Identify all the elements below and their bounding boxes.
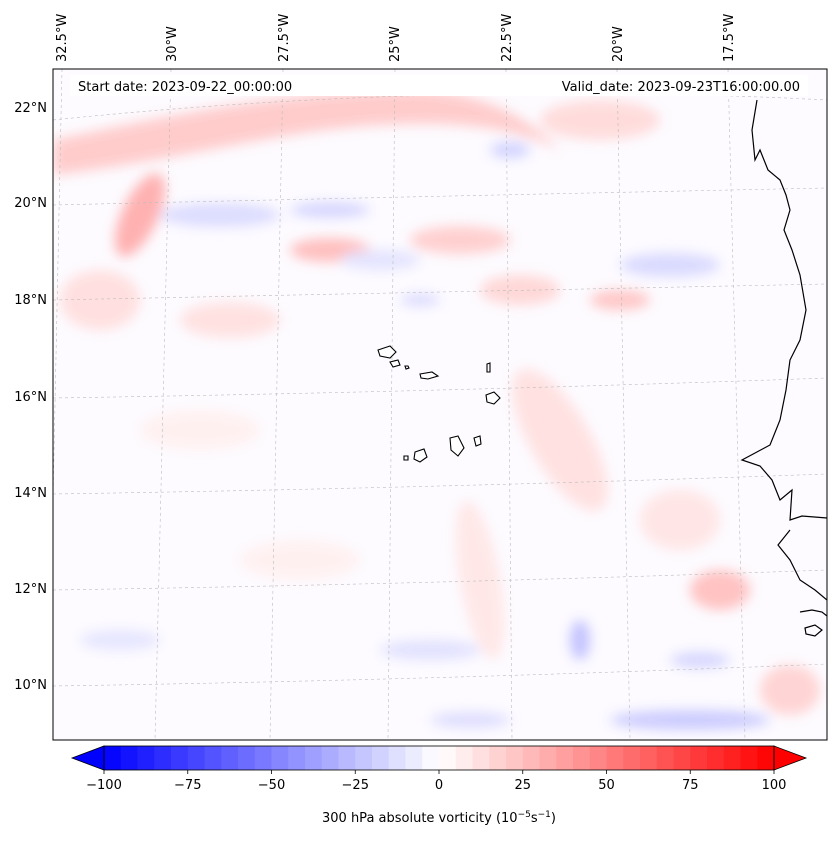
- plot-area: [53, 69, 827, 740]
- colorbar-tick-label: 0: [435, 778, 443, 793]
- lon-label: 25°W: [388, 26, 403, 62]
- colorbar-cell: [489, 746, 507, 770]
- colorbar-extend-low: [70, 745, 105, 771]
- colorbar-tick-label: 75: [682, 778, 699, 793]
- colorbar-tick-label: −75: [174, 778, 201, 793]
- colorbar-tick-label: 25: [514, 778, 531, 793]
- colorbar-tick-label: −50: [258, 778, 285, 793]
- colorbar-cell: [154, 746, 172, 770]
- lat-label: 20°N: [14, 196, 47, 211]
- colorbar-cell: [522, 746, 540, 770]
- lat-label: 22°N: [14, 101, 47, 116]
- colorbar-cell: [573, 746, 591, 770]
- lon-label: 17.5°W: [722, 14, 737, 62]
- colorbar-cell: [656, 746, 674, 770]
- colorbar: −100 −75 −50 −25 0 25 50 75 100 300 hPa absolute…: [70, 745, 808, 826]
- colorbar-cell: [405, 746, 423, 770]
- colorbar-cell: [556, 746, 574, 770]
- start-date-label: Start date: 2023-09-22_00:00:00: [78, 80, 292, 95]
- colorbar-cells: [104, 746, 775, 770]
- colorbar-cell: [271, 746, 289, 770]
- latitude-labels: 22°N 20°N 18°N 16°N 14°N 12°N 10°N: [14, 101, 47, 693]
- colorbar-cell: [221, 746, 239, 770]
- colorbar-cell: [640, 746, 658, 770]
- colorbar-cell: [740, 746, 758, 770]
- vorticity-field: [53, 89, 820, 730]
- lat-label: 18°N: [14, 293, 47, 308]
- colorbar-cell: [372, 746, 390, 770]
- colorbar-cell: [321, 746, 339, 770]
- valid-date-label: Valid_date: 2023-09-23T16:00:00.00: [562, 80, 800, 95]
- colorbar-tick-label: 100: [762, 778, 787, 793]
- colorbar-cell: [171, 746, 189, 770]
- colorbar-cell: [254, 746, 272, 770]
- lon-label: 20°W: [611, 26, 626, 62]
- colorbar-cell: [472, 746, 490, 770]
- colorbar-cell: [388, 746, 406, 770]
- colorbar-ticks: −100 −75 −50 −25 0 25 50 75 100: [86, 770, 786, 793]
- colorbar-cell: [539, 746, 557, 770]
- graticule: [53, 69, 827, 740]
- colorbar-tick-label: −100: [86, 778, 122, 793]
- colorbar-cell: [422, 746, 440, 770]
- lon-label: 27.5°W: [277, 14, 292, 62]
- colorbar-cell: [439, 746, 457, 770]
- lon-label: 22.5°W: [500, 14, 515, 62]
- plot-frame: [52, 68, 828, 741]
- colorbar-cell: [288, 746, 306, 770]
- colorbar-cell: [723, 746, 741, 770]
- colorbar-cell: [305, 746, 323, 770]
- colorbar-label: 300 hPa absolute vorticity (10−5s−1): [322, 810, 556, 826]
- colorbar-cell: [238, 746, 256, 770]
- colorbar-cell: [338, 746, 356, 770]
- colorbar-cell: [707, 746, 725, 770]
- cape-verde-islands: [377, 345, 501, 463]
- colorbar-cell: [506, 746, 524, 770]
- colorbar-cell: [690, 746, 708, 770]
- colorbar-tick-label: −25: [342, 778, 369, 793]
- colorbar-cell: [589, 746, 607, 770]
- colorbar-cell: [757, 746, 775, 770]
- lat-label: 12°N: [14, 582, 47, 597]
- longitude-labels: 32.5°W 30°W 27.5°W 25°W 22.5°W 20°W 17.5…: [55, 14, 737, 62]
- colorbar-cell: [187, 746, 205, 770]
- date-header-box: [70, 75, 808, 96]
- colorbar-tick-label: 50: [598, 778, 615, 793]
- lon-label: 32.5°W: [55, 14, 70, 62]
- colorbar-cell: [137, 746, 155, 770]
- colorbar-cell: [673, 746, 691, 770]
- lat-label: 16°N: [14, 390, 47, 405]
- colorbar-cell: [204, 746, 222, 770]
- colorbar-cell: [120, 746, 138, 770]
- colorbar-cell: [104, 746, 122, 770]
- lon-label: 30°W: [165, 26, 180, 62]
- colorbar-cell: [355, 746, 373, 770]
- colorbar-cell: [623, 746, 641, 770]
- colorbar-extend-high: [773, 745, 808, 771]
- africa-coastline: [740, 99, 827, 637]
- colorbar-cell: [606, 746, 624, 770]
- lat-label: 14°N: [14, 486, 47, 501]
- colorbar-cell: [455, 746, 473, 770]
- lat-label: 10°N: [14, 678, 47, 693]
